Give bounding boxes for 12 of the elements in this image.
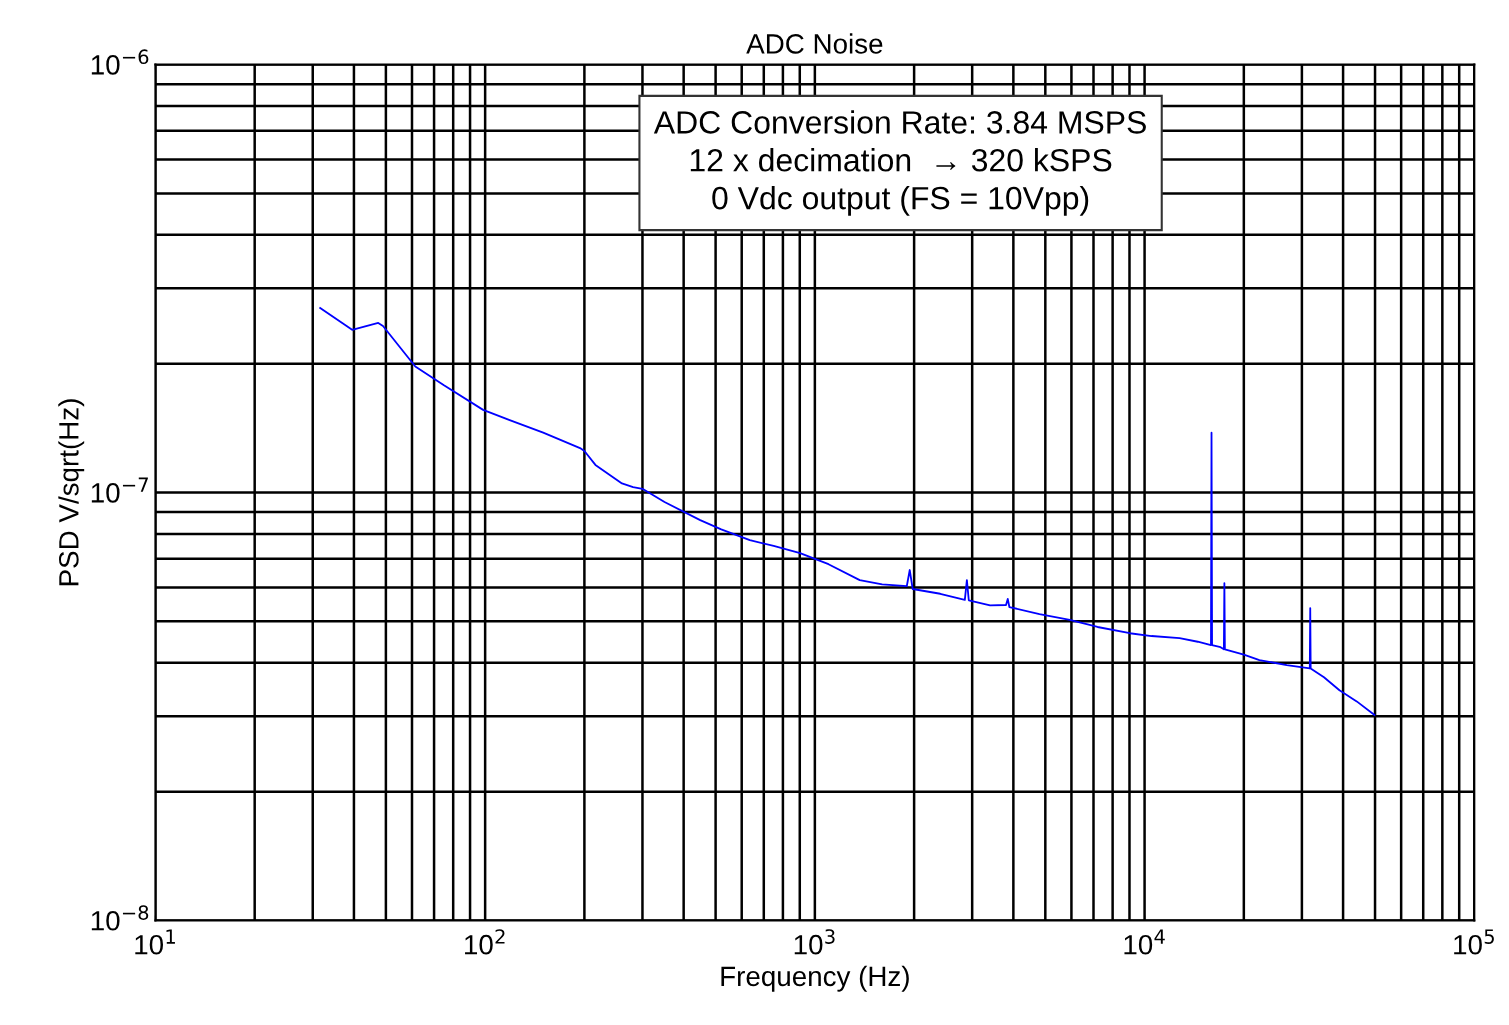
y-tick-label: 10$^{−6}$ — [91, 49, 149, 75]
chart-title: ADC Noise — [746, 33, 883, 54]
x-tick-label: 10$^{4}$ — [1124, 929, 1165, 955]
x-axis-title: Frequency (Hz) — [721, 965, 909, 992]
y-tick-label: 10$^{−8}$ — [91, 905, 149, 931]
x-tick-label: 10$^{1}$ — [135, 929, 175, 955]
y-tick-label: 10$^{−7}$ — [91, 477, 148, 503]
x-tick-label: 10$^{2}$ — [465, 929, 505, 955]
y-axis-title: PSD V/sqrt(Hz) — [58, 399, 85, 586]
annotation: ADC Conversion Rate: 3.84 MSPS 12 x decimation → 320 kSPS 0 Vdc output (FS = 10Vpp) — [653, 110, 1146, 216]
x-tick-label: 10$^{5}$ — [1454, 929, 1494, 955]
x-tick-label: 10$^{3}$ — [794, 929, 835, 955]
